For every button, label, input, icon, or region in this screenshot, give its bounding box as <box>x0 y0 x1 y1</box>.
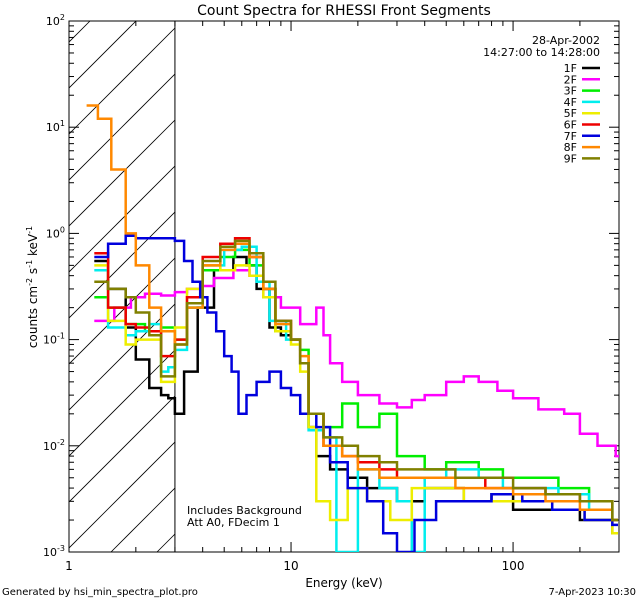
annotation-attenuator: Att A0, FDecim 1 <box>187 516 280 529</box>
hatch-line <box>69 21 229 181</box>
legend-label: 8F <box>564 141 577 154</box>
y-axis: 10-3 10-2 10-1 100 101 102 <box>43 13 619 559</box>
legend-label: 9F <box>564 152 577 165</box>
legend-label: 1F <box>564 62 577 75</box>
hatch-line <box>616 549 619 552</box>
hatch-line <box>69 21 137 89</box>
legend-label: 5F <box>564 107 577 120</box>
series-line-2F <box>94 268 619 458</box>
series-line-7F <box>94 234 618 552</box>
y-tick-label: 100 <box>46 225 65 240</box>
annotation-background: Includes Background <box>187 504 302 517</box>
hatch-line <box>69 21 183 135</box>
series-line-9F <box>94 239 618 522</box>
x-tick-label: 100 <box>502 559 525 573</box>
x-tick-label: 10 <box>283 559 298 573</box>
chart-title: Count Spectra for RHESSI Front Segments <box>197 3 491 19</box>
y-tick-label: 10-2 <box>43 438 65 453</box>
legend-label: 2F <box>564 73 577 86</box>
footer-generated-by: Generated by hsi_min_spectra_plot.pro <box>2 587 198 598</box>
series-group <box>86 104 619 552</box>
series-line-8F <box>86 104 618 522</box>
x-tick-label: 1 <box>65 559 73 573</box>
hatch-line <box>69 21 91 43</box>
y-tick-label: 101 <box>46 119 65 134</box>
legend-label: 3F <box>564 85 577 98</box>
observation-time-range: 14:27:00 to 14:28:00 <box>483 46 600 59</box>
legend-label: 6F <box>564 119 577 132</box>
hatched-region <box>69 21 619 552</box>
series-line-5F <box>94 264 618 535</box>
legend-label: 7F <box>564 130 577 143</box>
y-tick-label: 102 <box>46 13 65 28</box>
legend-label: 4F <box>564 96 577 109</box>
footer-timestamp: 7-Apr-2023 10:30 <box>549 587 636 598</box>
observation-date: 28-Apr-2002 <box>532 34 600 47</box>
y-axis-label: counts cm-2 s-1 keV-1 <box>25 226 40 348</box>
y-tick-label: 10-1 <box>43 332 65 347</box>
y-tick-label: 10-3 <box>43 544 65 559</box>
x-axis-label: Energy (keV) <box>305 576 382 590</box>
